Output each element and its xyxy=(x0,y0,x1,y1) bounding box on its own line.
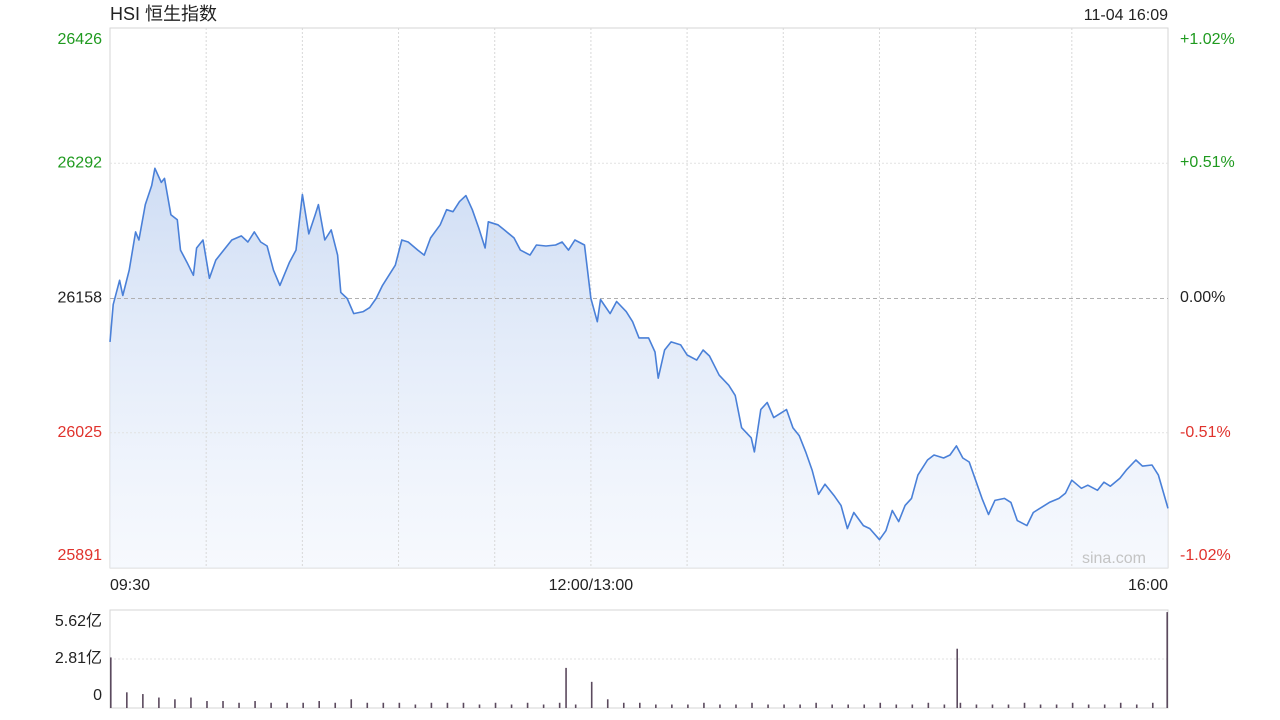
volume-bar xyxy=(735,704,737,708)
volume-bar xyxy=(366,702,369,708)
volume-bar xyxy=(1166,612,1168,708)
y-tick-label: 26426 xyxy=(58,31,103,48)
volume-bar xyxy=(943,704,946,708)
volume-bar xyxy=(510,704,513,708)
volume-bar xyxy=(927,702,930,708)
volume-bar xyxy=(1055,704,1058,708)
volume-bar xyxy=(639,702,641,708)
volume-bar xyxy=(414,704,417,708)
volume-bar xyxy=(991,704,994,708)
volume-bar xyxy=(1023,702,1026,708)
y2-tick-label: 0.00% xyxy=(1180,289,1225,306)
volume-bar xyxy=(565,667,567,708)
volume-bar xyxy=(956,648,958,708)
volume-bar xyxy=(430,702,433,708)
volume-bar xyxy=(783,704,785,708)
volume-bar xyxy=(687,704,689,708)
volume-bar xyxy=(719,704,721,708)
volume-bar xyxy=(302,702,304,708)
y-tick-label: 5.62亿 xyxy=(55,612,102,630)
timestamp: 11-04 16:09 xyxy=(1084,7,1168,24)
chart-title: HSI 恒生指数 xyxy=(110,4,217,24)
volume-bar xyxy=(751,702,753,708)
volume-bar xyxy=(831,704,833,708)
volume-bar xyxy=(126,692,128,708)
y-tick-label: 0 xyxy=(93,687,102,704)
volume-bar xyxy=(398,702,401,708)
volume-bar xyxy=(318,701,320,708)
volume-bar xyxy=(895,704,898,708)
volume-bar xyxy=(1103,704,1106,708)
volume-bar xyxy=(799,704,801,708)
volume-bar xyxy=(1007,704,1010,708)
volume-bar xyxy=(110,657,112,708)
volume-bar xyxy=(142,694,144,708)
volume-bar xyxy=(606,699,609,708)
volume-bar xyxy=(815,702,817,708)
y2-tick-label: +1.02% xyxy=(1180,31,1235,48)
volume-bar xyxy=(655,704,657,708)
volume-bar xyxy=(206,701,208,708)
volume-bar xyxy=(959,702,962,708)
x-tick-label: 09:30 xyxy=(110,577,150,594)
volume-bar xyxy=(526,702,529,708)
volume-bar xyxy=(671,704,673,708)
volume-bar xyxy=(350,699,353,708)
price-area xyxy=(110,168,1168,569)
volume-bar xyxy=(334,702,337,708)
volume-bar xyxy=(1087,704,1090,708)
volume-bar xyxy=(767,704,769,708)
y2-tick-label: -0.51% xyxy=(1180,424,1231,441)
volume-bar xyxy=(703,702,705,708)
y-tick-label: 25891 xyxy=(58,547,103,564)
volume-bar xyxy=(975,704,978,708)
volume-bar xyxy=(1119,702,1122,708)
volume-bar xyxy=(270,702,272,708)
y-tick-label: 26292 xyxy=(58,154,103,171)
y-tick-label: 26158 xyxy=(58,290,103,307)
volume-bar xyxy=(478,704,481,708)
volume-bar xyxy=(847,704,849,708)
volume-bar xyxy=(462,702,465,708)
volume-bar xyxy=(1151,702,1154,708)
volume-bar xyxy=(286,702,288,708)
volume-bar xyxy=(542,704,545,708)
volume-bar xyxy=(574,704,577,708)
y2-tick-label: -1.02% xyxy=(1180,547,1231,564)
volume-bar xyxy=(558,702,561,708)
volume-bar xyxy=(190,697,192,708)
volume-bar xyxy=(446,702,449,708)
volume-bar xyxy=(158,697,160,708)
volume-bar xyxy=(1135,704,1138,708)
volume-bar xyxy=(382,702,385,708)
volume-bar xyxy=(590,681,593,708)
volume-bar xyxy=(238,702,240,708)
volume-bar xyxy=(1071,702,1074,708)
volume-bar xyxy=(911,704,914,708)
x-tick-label: 12:00/13:00 xyxy=(549,577,634,594)
volume-bar xyxy=(879,702,882,708)
y2-tick-label: +0.51% xyxy=(1180,154,1235,171)
y-tick-label: 26025 xyxy=(58,424,103,441)
volume-bar xyxy=(494,702,497,708)
y-tick-label: 2.81亿 xyxy=(55,649,102,667)
watermark: sina.com xyxy=(1082,550,1146,567)
price-line xyxy=(109,167,1169,541)
volume-bar xyxy=(1039,704,1042,708)
volume-bar xyxy=(863,704,866,708)
volume-bar xyxy=(622,702,625,708)
volume-bar xyxy=(222,701,224,708)
volume-bar xyxy=(174,699,176,708)
volume-bar xyxy=(254,701,256,708)
x-tick-label: 16:00 xyxy=(1128,577,1168,594)
